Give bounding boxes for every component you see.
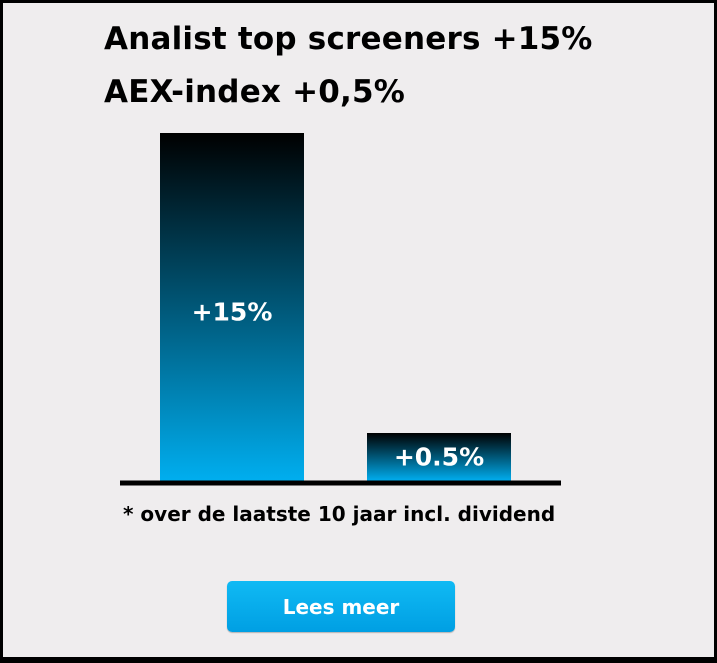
bar-value-label-2: +0.5%	[394, 443, 484, 472]
lees-meer-button[interactable]: Lees meer	[227, 581, 455, 632]
bar-chart: +15% +0.5%	[120, 133, 561, 486]
bar-value-label-1: +15%	[192, 298, 273, 327]
bar-2	[367, 433, 511, 481]
headline-aex-index: AEX-index +0,5%	[104, 74, 406, 110]
bar-1	[160, 133, 304, 481]
footnote: * over de laatste 10 jaar incl. dividend	[123, 502, 556, 526]
headline-top-screeners: Analist top screeners +15%	[104, 21, 593, 57]
